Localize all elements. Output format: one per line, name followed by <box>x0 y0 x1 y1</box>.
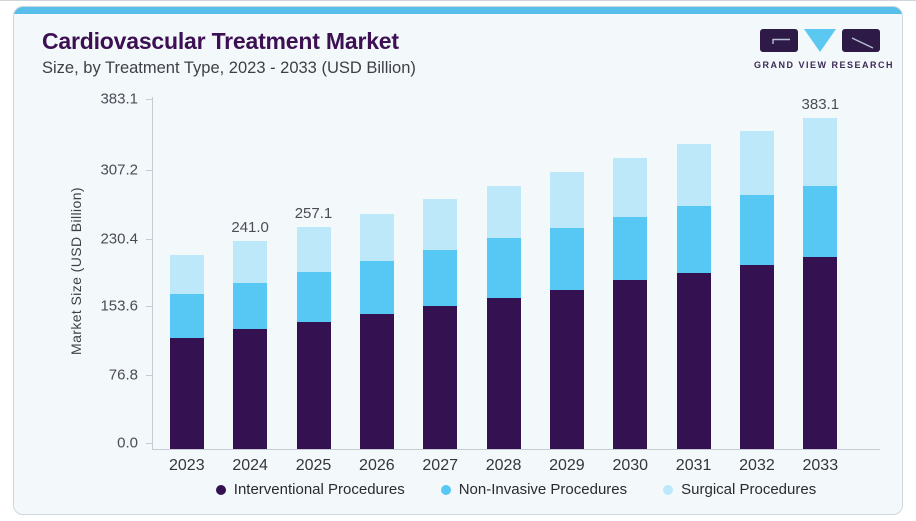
bar-segment <box>549 171 584 228</box>
legend-label: Surgical Procedures <box>681 481 817 498</box>
bar-value-label: 383.1 <box>801 96 840 113</box>
bar-segment <box>486 298 521 449</box>
bar-segment <box>676 144 711 206</box>
legend-item: Interventional Procedures <box>215 481 405 498</box>
bar-segment <box>613 280 648 449</box>
y-tick-label: 0.0 <box>117 434 138 452</box>
legend-item: Non-Invasive Procedures <box>440 481 628 498</box>
bar-segment <box>359 261 394 315</box>
x-tick-label: 2024 <box>232 457 268 474</box>
chart-card: Cardiovascular Treatment Market Size, by… <box>13 6 903 515</box>
bar-segment <box>233 329 268 449</box>
stacked-bar-2030 <box>613 157 648 449</box>
bar-segment <box>423 198 458 250</box>
x-tick-label: 2026 <box>359 457 395 474</box>
legend: Interventional Procedures Non-Invasive Pr… <box>152 481 880 498</box>
legend-label: Non-Invasive Procedures <box>458 481 628 498</box>
y-tick-label: 307.2 <box>100 161 138 179</box>
bar-segment <box>549 227 584 290</box>
bar-segment <box>296 272 331 323</box>
y-tick-label: 76.8 <box>108 366 138 384</box>
grand-view-research-logo: GRAND VIEW RESEARCH <box>754 29 895 70</box>
bar-segment <box>676 273 711 449</box>
y-tick-label: 153.6 <box>100 297 138 315</box>
stacked-bar-2026 <box>359 213 394 449</box>
x-tick-label: 2031 <box>675 457 712 474</box>
bar-segment <box>739 130 774 195</box>
page-subtitle: Size, by Treatment Type, 2023 - 2033 (US… <box>42 59 416 77</box>
y-tick-mark <box>146 443 152 444</box>
bar-segment <box>486 238 521 299</box>
gvr-logo-text: GRAND VIEW RESEARCH <box>754 60 895 70</box>
bar-segment <box>169 254 204 294</box>
y-tick-label: 230.4 <box>100 230 138 248</box>
legend-item: Surgical Procedures <box>663 481 816 498</box>
stacked-bar-2028 <box>486 185 521 449</box>
chart-area: Market Size (USD Billion) 0.0 76.8 153.6 23… <box>14 7 902 514</box>
y-tick-label: 383.1 <box>100 90 138 108</box>
bar-segment <box>359 314 394 449</box>
legend-label: Interventional Procedures <box>233 481 405 498</box>
bar-segment <box>486 185 521 239</box>
y-tick-mark <box>146 99 152 100</box>
bar-segment <box>359 213 394 262</box>
bar-segment <box>169 293 204 339</box>
stacked-bar-2023 <box>169 254 204 449</box>
gvr-logo-icon <box>760 29 880 52</box>
legend-dot-icon <box>215 484 226 495</box>
stacked-bar-2024 <box>233 240 268 449</box>
x-tick-label: 2032 <box>739 457 775 474</box>
stacked-bar-2032 <box>739 130 774 449</box>
bar-segment <box>676 205 711 274</box>
x-tick-label: 2030 <box>612 457 649 474</box>
legend-dot-icon <box>440 484 451 495</box>
bar-segment <box>739 194 774 265</box>
bar-segment <box>233 282 268 330</box>
bar-segment <box>296 322 331 449</box>
stacked-bar-2033 <box>803 118 838 449</box>
bar-segment <box>296 226 331 273</box>
y-tick-mark <box>146 306 152 307</box>
bar-segment <box>423 305 458 449</box>
stacked-bar-2029 <box>549 171 584 449</box>
y-axis-line <box>152 97 153 449</box>
bar-segment <box>233 240 268 283</box>
stacked-bar-2027 <box>423 198 458 449</box>
legend-dot-icon <box>663 484 674 495</box>
y-tick-mark <box>146 239 152 240</box>
y-tick-mark <box>146 170 152 171</box>
x-tick-label: 2025 <box>295 457 332 474</box>
x-tick-label: 2027 <box>422 457 458 474</box>
card-accent-strip <box>14 7 902 14</box>
bar-segment <box>613 216 648 281</box>
bar-segment <box>803 185 838 258</box>
stacked-bar-2025 <box>296 226 331 449</box>
bar-segment <box>739 264 774 449</box>
bar-value-label: 257.1 <box>294 204 333 222</box>
x-axis-line <box>152 449 880 450</box>
bar-value-label: 241.0 <box>231 218 269 236</box>
x-tick-label: 2023 <box>169 457 205 474</box>
x-tick-label: 2033 <box>802 457 839 474</box>
stacked-bar-2031 <box>676 144 711 449</box>
y-tick-mark <box>146 375 152 376</box>
bar-segment <box>803 257 838 449</box>
page-title: Cardiovascular Treatment Market <box>42 28 399 54</box>
bar-segment <box>613 157 648 217</box>
bar-segment <box>549 289 584 449</box>
x-tick-label: 2029 <box>549 457 585 474</box>
bar-segment <box>423 249 458 306</box>
bar-segment <box>169 338 204 449</box>
page-top-divider <box>0 0 916 1</box>
bar-segment <box>803 118 838 186</box>
x-tick-label: 2028 <box>485 457 522 474</box>
y-axis-title: Market Size (USD Billion) <box>68 187 84 355</box>
